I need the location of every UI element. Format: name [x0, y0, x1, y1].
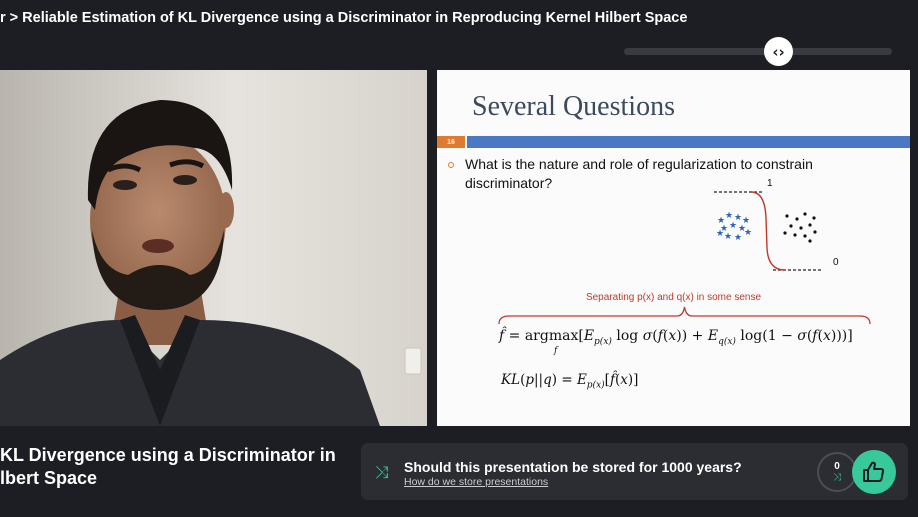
svg-text:★: ★	[729, 221, 737, 231]
slide-number: 16	[437, 136, 465, 148]
left-right-arrows-icon[interactable]: ‹›	[764, 37, 793, 66]
curly-brace-icon	[498, 306, 871, 325]
storage-vote-card: ⤨ Should this presentation be stored for…	[361, 443, 908, 500]
svg-text:★: ★	[734, 233, 742, 243]
diagram-label-one: 1	[767, 178, 773, 189]
slide-view[interactable]: Several Questions 16 What is the nature …	[437, 70, 910, 426]
svg-text:★: ★	[734, 213, 742, 223]
breadcrumb[interactable]: r > Reliable Estimation of KL Divergence…	[0, 10, 688, 26]
shuffle-icon: ⤨	[375, 463, 389, 483]
presentation-title-line-2: lbert Space	[0, 468, 98, 488]
slide-title: Several Questions	[472, 91, 675, 122]
speaker-video[interactable]	[0, 70, 427, 426]
svg-text:★: ★	[717, 216, 725, 226]
slide-annotation: Separating p(x) and q(x) in some sense	[585, 292, 762, 303]
svg-text:★: ★	[738, 224, 746, 234]
sigmoid-diagram: ★ ★ ★ ★ ★ ★ ★ ★ ★ ★ ★ 1 0	[707, 178, 839, 278]
equation-kl: KL(p||q) = Ep(x)[f̂(x)]	[501, 372, 639, 391]
slide-bullet: What is the nature and role of regulariz…	[465, 156, 813, 191]
vote-counter: 0 ⤨	[817, 452, 857, 492]
diagram-label-zero: 0	[833, 257, 839, 268]
presentation-title-line-1: KL Divergence using a Discriminator in	[0, 445, 336, 465]
vote-count: 0	[834, 461, 840, 472]
svg-text:★: ★	[744, 228, 752, 238]
presentation-title: KL Divergence using a Discriminator in l…	[0, 444, 350, 490]
thumbs-up-icon	[863, 461, 885, 482]
vote-shuffle-icon: ⤨	[833, 472, 841, 483]
equation-discriminator: f̂ = argmax[Ep(x) log σ(f(x)) + Eq(x) lo…	[499, 328, 853, 347]
svg-text:★: ★	[716, 229, 724, 239]
svg-text:★: ★	[720, 224, 728, 234]
storage-question: Should this presentation be stored for 1…	[404, 459, 742, 475]
thumbs-up-button[interactable]	[852, 450, 896, 494]
svg-text:★: ★	[725, 211, 733, 221]
split-scrubber-track[interactable]	[624, 48, 892, 55]
top-bar: r > Reliable Estimation of KL Divergence…	[0, 0, 918, 38]
bullet-icon	[448, 162, 454, 168]
slide-title-bar	[467, 136, 910, 148]
speaker-image	[0, 70, 427, 426]
svg-text:★: ★	[724, 232, 732, 242]
svg-text:★: ★	[742, 216, 750, 226]
storage-info-link[interactable]: How do we store presentations	[404, 476, 549, 488]
equation-argmax-subscript: f	[554, 346, 558, 356]
